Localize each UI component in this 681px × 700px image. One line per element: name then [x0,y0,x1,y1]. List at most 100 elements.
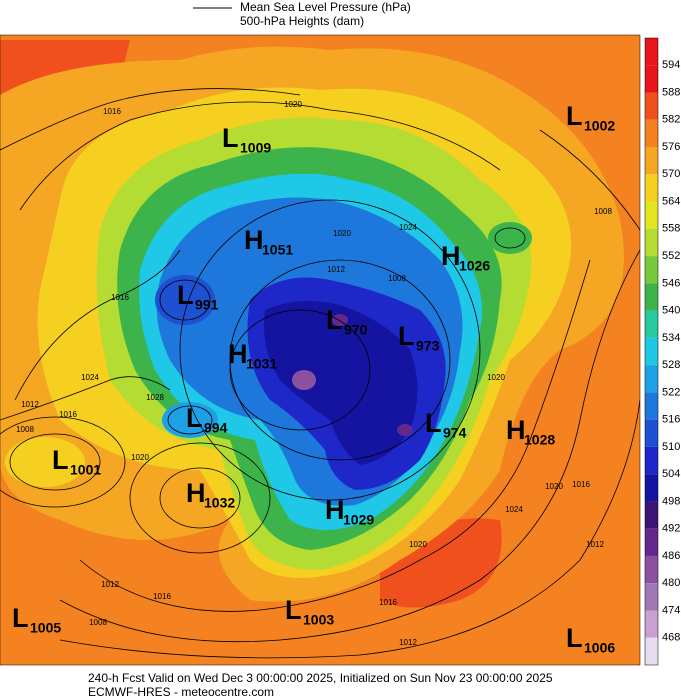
center-letter: L [177,280,194,310]
colorbar-label: 546 [662,277,680,289]
contour-label: 1016 [59,410,77,419]
contour-label: 1028 [146,393,164,402]
colorbar-swatch [645,637,658,665]
colorbar-swatch [645,501,658,529]
contour-label: 1016 [103,107,121,116]
colorbar-swatch [645,65,658,93]
contour-label: 1008 [388,274,406,283]
center-letter: L [186,403,203,433]
contour-label: 1012 [327,265,345,274]
isobar [229,259,451,461]
colorbar-label: 468 [662,632,680,644]
footer-line: ECMWF-HRES - meteocentre.com [88,685,274,699]
center-letter: H [325,495,345,525]
center-value: 1051 [262,242,293,258]
contour-label: 1016 [379,598,397,607]
center-letter: L [12,603,29,633]
contour-label: 1016 [111,293,129,302]
map-fill [162,402,218,438]
contour-label: 1020 [284,100,302,109]
colorbar-swatch [645,419,658,447]
contour-label: 1012 [399,638,417,647]
map-fill [5,437,85,487]
map-fill [397,424,413,436]
colorbar-swatch [645,283,658,311]
colorbar-label: 492 [662,523,680,535]
center-letter: L [398,321,415,351]
colorbar-swatch [645,610,658,638]
footer-line: 240-h Fcst Valid on Wed Dec 3 00:00:00 2… [88,671,553,685]
colorbar-label: 570 [662,168,680,180]
center-letter: H [244,225,264,255]
center-value: 1028 [524,432,555,448]
isobar [179,199,481,501]
isobar [19,101,501,211]
center-value: 994 [204,420,228,436]
colorbar-swatch [645,201,658,229]
colorbar-label: 480 [662,577,680,589]
center-value: 991 [195,297,219,313]
colorbar-label: 582 [662,114,680,126]
colorbar-label: 576 [662,141,680,153]
isobar [0,88,301,151]
map [0,35,640,665]
colorbar-label: 558 [662,223,680,235]
contour-label: 1024 [81,373,99,382]
colorbar-swatch [645,310,658,338]
colorbar-label: 564 [662,195,680,207]
colorbar-label: 522 [662,386,680,398]
colorbar-swatch [645,528,658,556]
legend-fill-label: 500-hPa Heights (dam) [240,14,364,28]
colorbar-label: 504 [662,468,680,480]
isobar [229,309,371,431]
colorbar-swatch [645,392,658,420]
contour-label: 1012 [586,540,604,549]
contour-label: 1016 [572,480,590,489]
center-value: 1009 [240,140,271,156]
contour-label: 1024 [399,223,417,232]
isobar [539,129,640,231]
center-value: 974 [443,425,467,441]
contour-label: 1008 [594,207,612,216]
center-value: 1032 [204,495,235,511]
center-value: 1029 [343,512,374,528]
isobar [159,279,211,321]
center-letter: H [506,415,526,445]
contour-label: 1020 [333,229,351,238]
colorbar-swatch [645,228,658,257]
center-value: 1003 [303,612,334,628]
isobar [159,467,241,529]
center-value: 1031 [246,356,277,372]
colorbar-swatch [645,365,658,393]
colorbar-label: 594 [662,59,680,71]
colorbar-label: 474 [662,604,680,616]
map-fill [155,275,215,325]
colorbar-swatch [645,583,658,611]
colorbar-label: 552 [662,250,680,262]
colorbar-swatch [645,474,658,502]
colorbar-label: 510 [662,441,680,453]
colorbar-swatch [645,256,658,284]
center-letter: L [425,408,442,438]
colorbar-label: 588 [662,86,680,98]
contour-label: 1008 [16,425,34,434]
contour-label: 1020 [487,373,505,382]
colorbar-label: 486 [662,550,680,562]
contour-label: 1024 [505,505,523,514]
contour-label: 1020 [409,540,427,549]
colorbar-swatch [645,174,658,202]
map-frame [0,34,641,666]
colorbar-swatch [645,446,658,475]
center-value: 1002 [584,118,615,134]
center-value: 1026 [459,258,490,274]
contour-label: 1016 [153,592,171,601]
colorbar-top [645,38,658,66]
map-fill [488,222,532,254]
colorbar-label: 540 [662,305,680,317]
colorbar-label: 528 [662,359,680,371]
colorbar-swatch [645,119,658,148]
center-letter: L [222,123,239,153]
contour-label: 1012 [101,580,119,589]
isobar [79,259,591,612]
isobar [129,442,271,554]
